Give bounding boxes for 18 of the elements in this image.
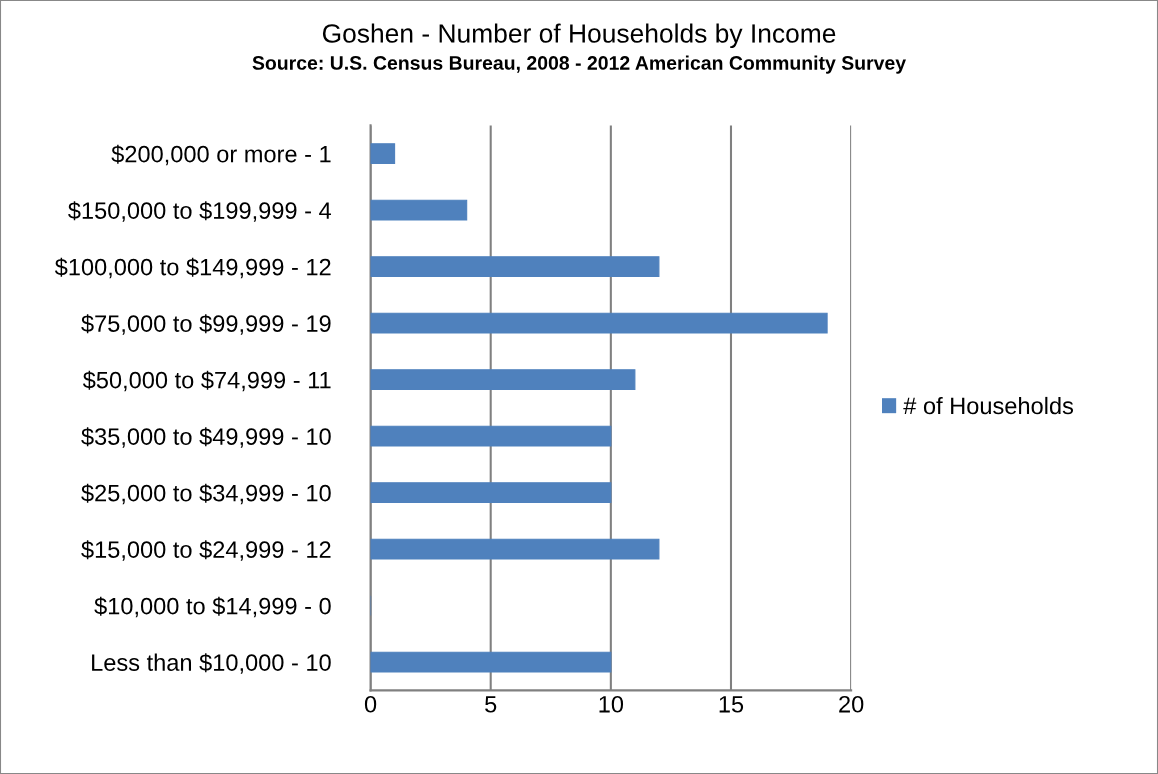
y-tick-label: $100,000 to $149,999 - 12: [54, 257, 331, 279]
x-tick-label: 10: [599, 695, 624, 713]
chart-title: Goshen - Number of Households by Income: [322, 23, 836, 49]
y-tick-label: $25,000 to $34,999 - 10: [81, 483, 331, 505]
y-tick-label: $50,000 to $74,999 - 11: [82, 370, 331, 392]
x-tick-label: 5: [485, 696, 497, 713]
y-tick-label: Less than $10,000 - 10: [92, 653, 331, 674]
y-tick-label: $10,000 to $14,999 - 0: [94, 596, 331, 618]
y-tick-label: $15,000 to $24,999 - 12: [81, 540, 331, 561]
x-tick-label: 0: [364, 695, 377, 713]
chart-subtitle: Source: U.S. Census Bureau, 2008 - 2012 American Community Survey: [252, 55, 906, 74]
y-tick-label: $35,000 to $49,999 - 10: [81, 427, 331, 448]
x-tick-label: 20: [839, 695, 864, 713]
y-tick-label: $150,000 to $199,999 - 4: [68, 201, 332, 222]
x-tick-label: 15: [719, 696, 744, 713]
y-tick-label: $200,000 or more - 1: [111, 144, 331, 166]
legend-label: # of Households: [903, 396, 1074, 415]
y-tick-label: $75,000 to $99,999 - 19: [81, 314, 331, 335]
